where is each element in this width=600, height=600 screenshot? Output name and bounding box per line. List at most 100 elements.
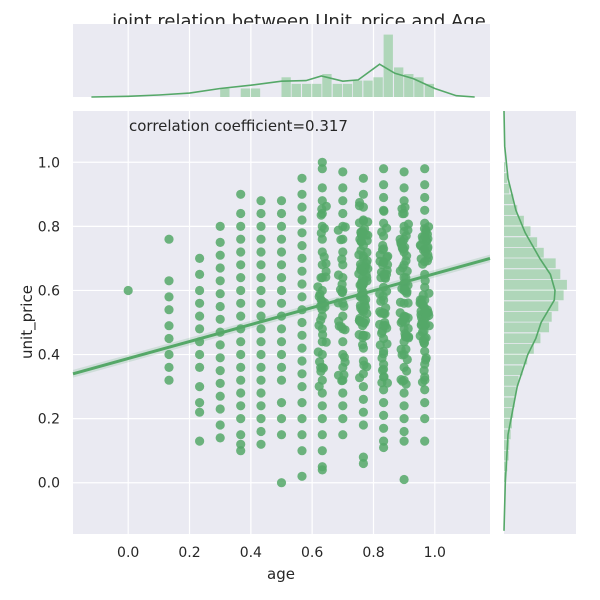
scatter-point	[321, 337, 331, 347]
scatter-point	[355, 280, 365, 290]
scatter-point	[164, 349, 174, 360]
scatter-point	[419, 245, 429, 255]
scatter-point	[421, 355, 431, 365]
scatter-point	[420, 205, 430, 215]
scatter-point	[316, 210, 326, 220]
scatter-point	[379, 385, 389, 395]
marginal-x-bar	[240, 88, 251, 97]
scatter-point	[195, 362, 205, 372]
scatter-point	[297, 317, 307, 328]
scatter-point	[236, 375, 246, 385]
scatter-point	[395, 297, 406, 307]
scatter-point	[297, 343, 307, 353]
scatter-point	[338, 196, 348, 206]
scatter-point	[276, 398, 287, 408]
scatter-point	[215, 353, 225, 363]
scatter-point	[399, 388, 409, 398]
scatter-point	[377, 245, 388, 255]
scatter-point	[338, 247, 348, 257]
scatter-point	[382, 260, 393, 270]
scatter-point	[195, 253, 205, 263]
scatter-point	[379, 180, 389, 190]
scatter-point	[164, 333, 174, 344]
correlation-annotation: correlation coefficient=0.317	[129, 117, 348, 135]
scatter-point	[316, 228, 326, 238]
scatter-point	[358, 458, 368, 469]
scatter-point	[339, 370, 349, 380]
marginal-x-bar	[332, 83, 343, 97]
scatter-point	[358, 452, 368, 462]
scatter-point	[376, 308, 386, 318]
marginal-y-bar	[504, 258, 556, 269]
scatter-point	[380, 320, 390, 331]
marginal-y-bar	[504, 215, 524, 226]
scatter-point	[297, 330, 307, 340]
marginal-x-bar	[302, 83, 312, 97]
scatter-point	[256, 285, 266, 296]
scatter-point	[215, 276, 225, 286]
scatter-point	[256, 414, 266, 424]
scatter-point	[297, 215, 307, 225]
scatter-point	[313, 282, 323, 292]
scatter-point	[338, 183, 348, 193]
y-tick-label: 0.2	[38, 412, 60, 428]
scatter-point	[123, 285, 133, 296]
scatter-point	[321, 258, 331, 269]
scatter-point	[236, 430, 246, 440]
scatter-point	[400, 202, 410, 212]
scatter-point	[236, 401, 246, 411]
scatter-point	[317, 430, 327, 440]
scatter-point	[356, 237, 366, 247]
scatter-point	[399, 436, 409, 446]
scatter-point	[399, 414, 409, 424]
y-tick-label: 0.8	[38, 219, 60, 235]
scatter-point	[354, 201, 365, 211]
marginal-y-bar	[504, 322, 550, 333]
scatter-point	[403, 298, 413, 308]
scatter-point	[256, 298, 266, 308]
scatter-point	[164, 321, 174, 331]
scatter-point	[317, 164, 327, 174]
scatter-point	[256, 196, 266, 206]
marginal-y-bar	[504, 386, 516, 397]
scatter-point	[215, 314, 225, 324]
marginal-x-kde-line	[91, 63, 475, 98]
scatter-point	[361, 331, 371, 341]
scatter-point	[417, 232, 427, 242]
scatter-point	[358, 407, 368, 417]
marginal-y-bar	[504, 397, 515, 408]
scatter-point	[381, 269, 392, 279]
scatter-point	[164, 362, 174, 372]
scatter-point	[236, 208, 246, 219]
scatter-point	[236, 285, 246, 296]
scatter-point	[297, 356, 307, 366]
scatter-point	[416, 254, 426, 264]
scatter-point	[256, 439, 266, 449]
scatter-point	[256, 247, 266, 257]
scatter-point	[379, 423, 389, 433]
scatter-point	[297, 414, 307, 424]
scatter-point	[377, 227, 387, 237]
scatter-point	[236, 189, 246, 199]
marginal-x-bar	[342, 83, 353, 97]
scatter-point	[397, 284, 407, 294]
marginal-y-bar	[504, 290, 564, 301]
scatter-point	[276, 375, 287, 385]
scatter-point	[297, 430, 307, 440]
main-scatter-panel: correlation coefficient=0.317 0.0 0.2 0.4 0…	[18, 111, 491, 583]
scatter-point	[256, 362, 266, 372]
scatter-point	[382, 378, 392, 388]
marginal-x-bar	[383, 34, 393, 97]
x-tick-label: 0.2	[178, 545, 200, 561]
scatter-point	[377, 328, 387, 338]
scatter-point	[354, 269, 364, 279]
scatter-point	[256, 426, 266, 437]
marginal-y-bar	[504, 301, 559, 312]
scatter-point	[340, 357, 350, 367]
scatter-point	[297, 241, 307, 251]
scatter-point	[215, 404, 225, 414]
regression-line	[72, 256, 491, 376]
scatter-point	[358, 382, 368, 392]
scatter-point	[379, 442, 389, 453]
scatter-point	[256, 234, 266, 244]
